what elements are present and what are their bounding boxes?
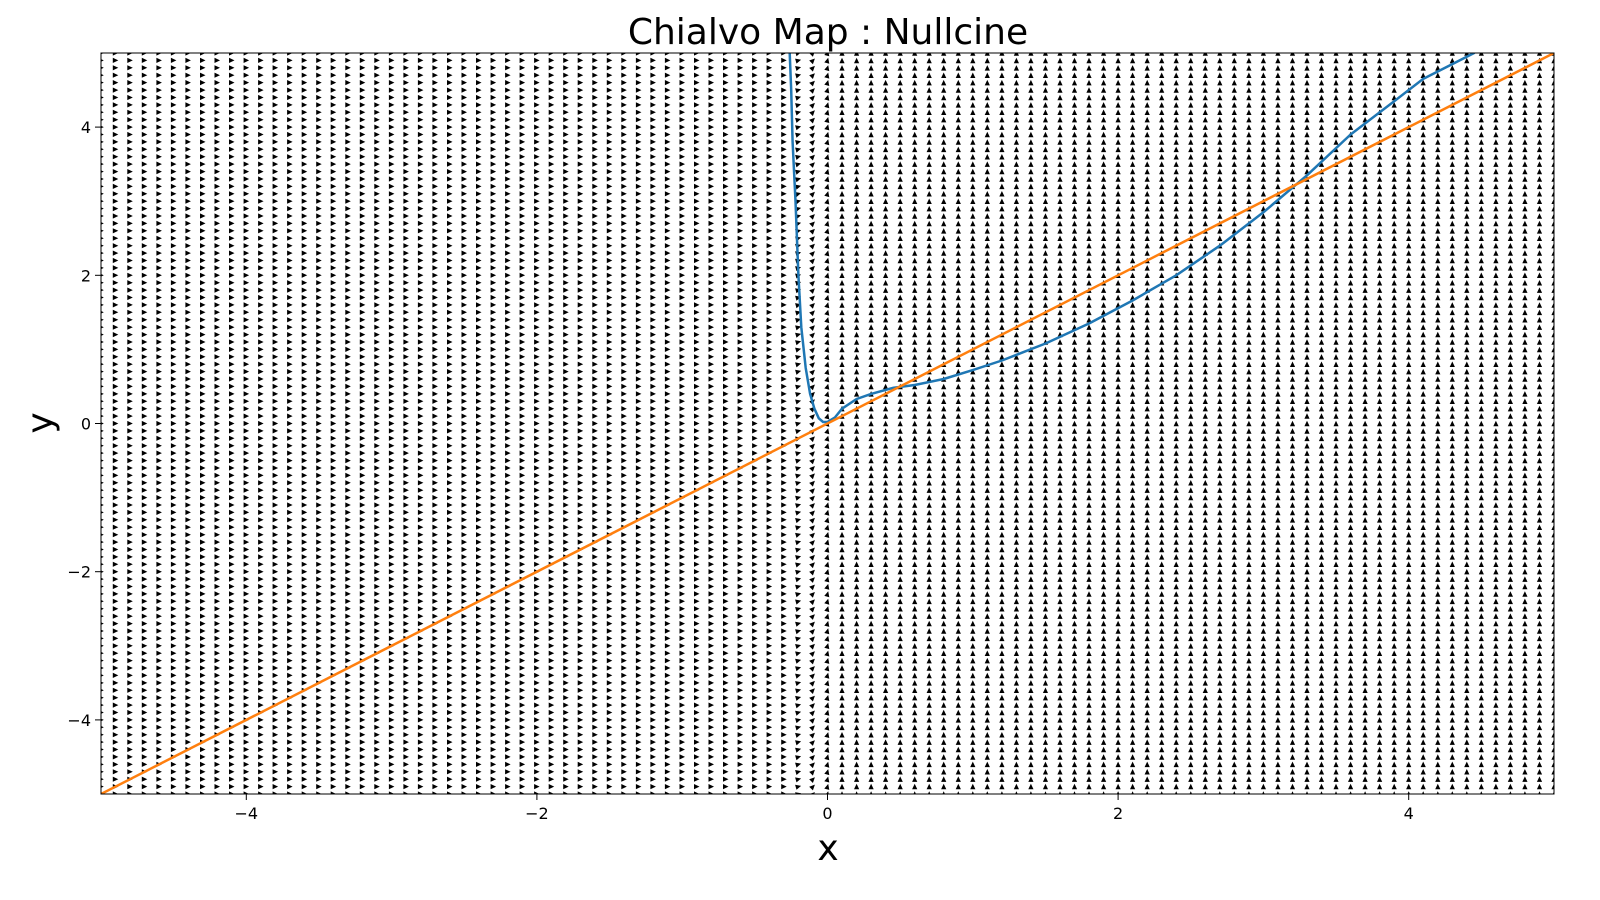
x-axis-label: x (817, 828, 838, 869)
x-tick-label: 0 (822, 804, 832, 823)
x-axis: −4 −2 0 2 4 (235, 794, 1414, 823)
x-tick-label: 4 (1404, 804, 1414, 823)
series-line-2 (101, 53, 1554, 794)
x-tick-label: −2 (525, 804, 549, 823)
y-tick-label: −2 (67, 563, 91, 582)
y-tick-label: 4 (81, 118, 91, 137)
y-tick-label: 0 (81, 415, 91, 434)
y-tick-label: −4 (67, 711, 91, 730)
plot-area (100, 52, 1555, 795)
chart-title: Chialvo Map : Nullcine (628, 12, 1028, 53)
y-axis: −4 −2 0 2 4 (67, 118, 101, 730)
x-tick-label: −4 (235, 804, 259, 823)
series-layer (101, 53, 1554, 794)
x-tick-label: 2 (1113, 804, 1123, 823)
y-tick-label: 2 (81, 266, 91, 285)
y-axis-label: y (20, 412, 61, 433)
